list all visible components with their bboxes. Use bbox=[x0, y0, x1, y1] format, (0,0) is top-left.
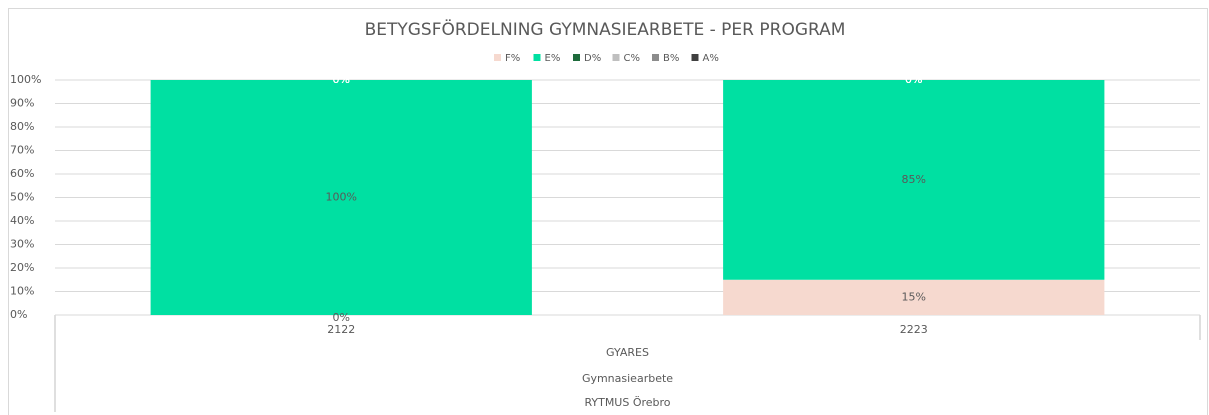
legend-label: A% bbox=[703, 53, 719, 64]
data-label: 0% bbox=[333, 73, 350, 86]
legend-label: E% bbox=[545, 53, 561, 64]
y-tick-label: 10% bbox=[10, 285, 34, 298]
data-label: 0% bbox=[905, 73, 922, 86]
y-tick-label: 70% bbox=[10, 144, 34, 157]
legend-label: C% bbox=[624, 53, 640, 64]
bar-segment bbox=[723, 80, 1105, 280]
data-label: 0% bbox=[905, 73, 922, 86]
data-label: 0% bbox=[905, 73, 922, 86]
legend-swatch bbox=[612, 54, 620, 61]
x-tick-label: 2223 bbox=[900, 323, 928, 336]
y-tick-label: 60% bbox=[10, 167, 34, 180]
legend-swatch bbox=[652, 54, 659, 61]
y-tick-label: 100% bbox=[10, 73, 41, 86]
data-label: 0% bbox=[333, 73, 350, 86]
data-label: 0% bbox=[905, 73, 922, 86]
data-label: 0% bbox=[333, 73, 350, 86]
data-label: 0% bbox=[333, 73, 350, 86]
category-group-label: Gymnasiearbete bbox=[582, 372, 673, 385]
chart-title: BETYGSFÖRDELNING GYMNASIEARBETE - PER PR… bbox=[365, 18, 846, 40]
category-group-label: RYTMUS Örebro bbox=[584, 396, 670, 409]
data-label: 15% bbox=[902, 290, 926, 303]
y-tick-label: 50% bbox=[10, 191, 34, 204]
x-tick-label: 2122 bbox=[327, 323, 355, 336]
data-label: 85% bbox=[902, 173, 926, 186]
legend-swatch bbox=[573, 54, 580, 61]
y-tick-label: 20% bbox=[10, 261, 34, 274]
y-tick-label: 30% bbox=[10, 238, 34, 251]
y-tick-label: 90% bbox=[10, 97, 34, 110]
data-label: 0% bbox=[333, 311, 350, 324]
legend-swatch bbox=[494, 54, 501, 61]
category-group-label: GYARES bbox=[606, 346, 649, 359]
y-tick-label: 40% bbox=[10, 214, 34, 227]
data-label: 100% bbox=[326, 191, 357, 204]
legend-label: D% bbox=[584, 53, 601, 64]
y-tick-label: 80% bbox=[10, 120, 34, 133]
y-tick-label: 0% bbox=[10, 308, 27, 321]
legend-swatch bbox=[691, 54, 699, 61]
legend-label: B% bbox=[663, 53, 679, 64]
bar-segment bbox=[150, 80, 532, 315]
legend-swatch bbox=[533, 54, 541, 61]
legend-label: F% bbox=[505, 53, 520, 64]
bar-segment bbox=[723, 279, 1105, 315]
